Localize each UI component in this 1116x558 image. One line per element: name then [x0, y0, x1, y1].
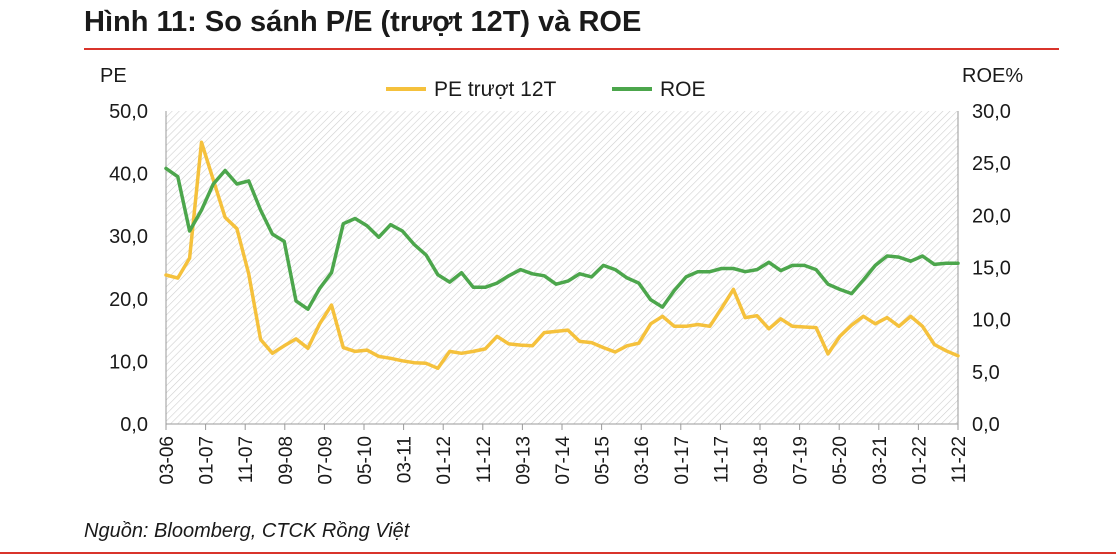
x-tick-label: 01-22 — [909, 436, 930, 485]
title-underline — [84, 48, 1059, 50]
left-tick-label: 30,0 — [109, 226, 148, 248]
right-tick-label: 20,0 — [972, 205, 1011, 227]
x-tick-label: 11-12 — [474, 436, 495, 483]
left-tick-label: 50,0 — [109, 101, 148, 123]
x-tick-label: 03-06 — [157, 436, 178, 485]
right-tick-label: 0,0 — [972, 414, 1000, 436]
legend-label-roe: ROE — [660, 78, 706, 101]
x-tick-label: 09-13 — [513, 436, 534, 485]
x-tick-label: 01-12 — [434, 436, 455, 485]
left-axis: 0,0 10,0 20,0 30,0 40,0 50,0 — [109, 101, 148, 436]
roe-series-line — [164, 166, 960, 311]
left-tick-label: 10,0 — [109, 351, 148, 373]
x-tick-label: 11-22 — [949, 436, 970, 483]
x-tick-label: 05-10 — [355, 436, 376, 485]
x-tick-label: 07-14 — [553, 436, 574, 485]
left-tick-label: 20,0 — [109, 289, 148, 311]
bottom-rule — [0, 552, 1116, 554]
right-axis-title: ROE% — [962, 65, 1023, 87]
right-tick-label: 25,0 — [972, 153, 1011, 175]
x-tick-label: 03-11 — [395, 436, 416, 483]
x-tick-label: 07-19 — [791, 436, 812, 485]
x-tick-label: 03-16 — [632, 436, 653, 485]
x-tick-label: 03-21 — [870, 436, 891, 485]
legend-label-pe: PE trượt 12T — [434, 78, 557, 101]
x-tick-label: 05-20 — [830, 436, 851, 485]
legend: PE trượt 12T ROE — [386, 78, 706, 101]
source-note: Nguồn: Bloomberg, CTCK Rồng Việt — [84, 520, 410, 542]
x-axis: 03-06 01-07 11-07 09-08 07-09 05-10 03-11 01-12… — [157, 424, 970, 485]
left-tick-label: 40,0 — [109, 164, 148, 186]
x-tick-label: 01-17 — [672, 436, 693, 485]
x-tick-label: 11-17 — [711, 436, 732, 483]
left-axis-title: PE — [100, 65, 127, 87]
right-tick-label: 15,0 — [972, 258, 1011, 280]
x-tick-label: 07-09 — [315, 436, 336, 485]
chart-title: Hình 11: So sánh P/E (trượt 12T) và ROE — [84, 6, 642, 38]
left-tick-label: 0,0 — [120, 414, 148, 436]
right-axis: 0,0 5,0 10,0 15,0 20,0 25,0 30,0 — [972, 101, 1011, 436]
x-tick-label: 11-07 — [236, 436, 257, 483]
series-lines — [164, 140, 960, 371]
x-tick-label: 01-07 — [197, 436, 218, 485]
right-tick-label: 10,0 — [972, 310, 1011, 332]
x-tick-label: 09-08 — [276, 436, 297, 485]
x-tick-label: 05-15 — [593, 436, 614, 485]
right-tick-label: 30,0 — [972, 101, 1011, 123]
pe-series-line — [164, 140, 960, 371]
x-tick-label: 09-18 — [751, 436, 772, 485]
pe-roe-chart: 0,0 10,0 20,0 30,0 40,0 50,0 0,0 5,0 10,0 15,0 20… — [100, 65, 1023, 485]
plot-area — [166, 111, 958, 424]
right-tick-label: 5,0 — [972, 362, 1000, 384]
